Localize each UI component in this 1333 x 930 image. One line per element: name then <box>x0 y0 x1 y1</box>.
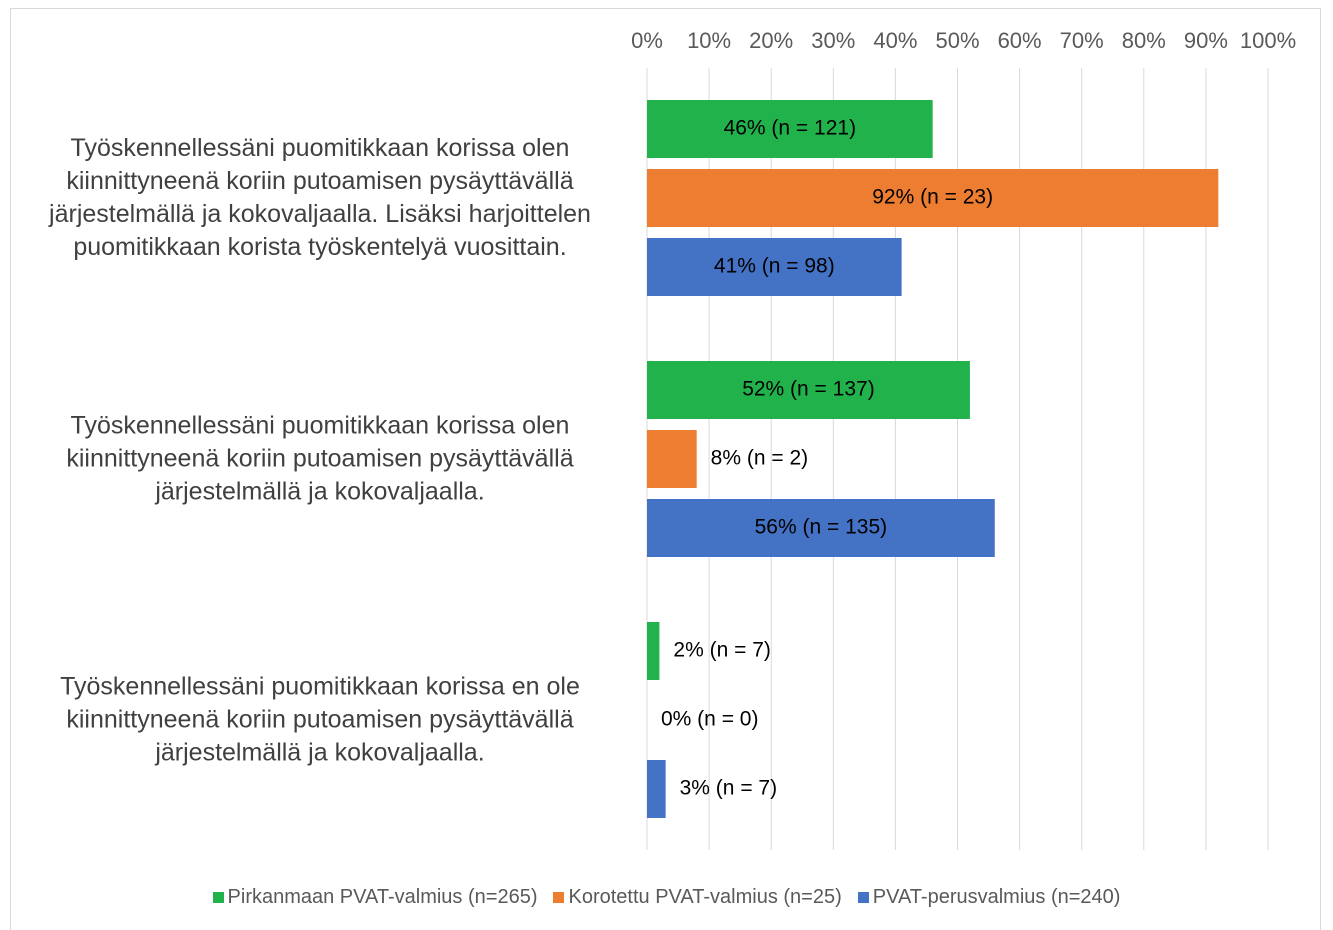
legend-swatch <box>553 892 565 903</box>
bar <box>647 238 902 296</box>
bar <box>647 169 1219 227</box>
data-label: 3% (n = 7) <box>680 777 777 800</box>
legend: Pirkanmaan PVAT-valmius (n=265) Korotettu… <box>0 886 1333 909</box>
bar <box>647 100 933 158</box>
x-tick-label: 80% <box>1122 28 1166 53</box>
data-label: 0% (n = 0) <box>661 708 758 731</box>
bar <box>647 361 970 419</box>
legend-swatch <box>212 892 224 903</box>
x-tick-label: 50% <box>935 28 979 53</box>
category-label: Työskennellessäni puomitikkaan korissa o… <box>66 411 574 506</box>
legend-item: Korotettu PVAT-valmius (n=25) <box>553 886 842 909</box>
x-tick-label: 70% <box>1060 28 1104 53</box>
x-tick-label: 0% <box>631 28 663 53</box>
legend-swatch <box>857 892 869 903</box>
data-label: 52% (n = 137) <box>742 378 875 401</box>
category-label: Työskennellessäni puomitikkaan korissa o… <box>49 134 591 261</box>
legend-label: Korotettu PVAT-valmius (n=25) <box>568 886 842 908</box>
x-tick-label: 60% <box>998 28 1042 53</box>
legend-item: Pirkanmaan PVAT-valmius (n=265) <box>212 886 538 909</box>
data-label: 92% (n = 23) <box>872 186 993 209</box>
x-tick-label: 30% <box>811 28 855 53</box>
chart-frame <box>10 8 1321 930</box>
bar <box>647 499 995 557</box>
bar <box>647 760 666 818</box>
data-label: 56% (n = 135) <box>755 516 888 539</box>
legend-label: PVAT-perusvalmius (n=240) <box>872 886 1121 908</box>
x-tick-label: 10% <box>687 28 731 53</box>
data-label: 2% (n = 7) <box>673 639 770 662</box>
legend-item: PVAT-perusvalmius (n=240) <box>857 886 1121 909</box>
x-tick-label: 20% <box>749 28 793 53</box>
x-tick-label: 90% <box>1184 28 1228 53</box>
bar <box>647 622 660 680</box>
x-tick-label: 40% <box>873 28 917 53</box>
legend-label: Pirkanmaan PVAT-valmius (n=265) <box>227 886 538 908</box>
data-label: 46% (n = 121) <box>724 117 857 140</box>
category-label: Työskennellessäni puomitikkaan korissa e… <box>60 672 580 767</box>
bar <box>647 430 697 488</box>
x-tick-label: 100% <box>1240 28 1296 53</box>
data-label: 41% (n = 98) <box>714 255 835 278</box>
data-label: 8% (n = 2) <box>711 447 808 470</box>
